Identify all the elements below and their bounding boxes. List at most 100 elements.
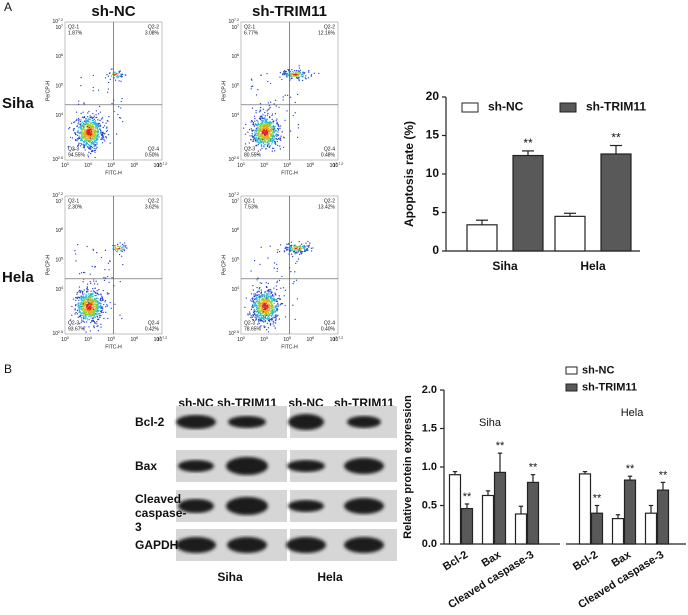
x-axis-label: FITC-H	[281, 170, 298, 176]
event-dot	[85, 135, 87, 137]
event-dot	[87, 308, 90, 310]
event-dot	[116, 250, 118, 253]
event-dot	[255, 123, 257, 125]
event-dot	[90, 127, 92, 129]
event-dot	[108, 115, 110, 118]
event-dot	[110, 75, 113, 77]
event-dot	[313, 72, 315, 74]
tick-exp: 6	[312, 162, 314, 166]
event-dot	[95, 116, 97, 119]
event-dot	[267, 135, 269, 138]
tick-base: 10	[231, 287, 237, 293]
event-dot	[257, 277, 259, 279]
event-dot	[80, 306, 83, 308]
tick-base: 10	[228, 157, 234, 163]
event-dot	[94, 313, 96, 315]
event-dot	[271, 291, 273, 293]
event-dot	[87, 129, 89, 131]
event-dot	[118, 80, 120, 82]
event-dot	[93, 121, 95, 123]
event-dot	[267, 80, 269, 83]
quadrant-name: Q2-3	[68, 320, 79, 326]
event-dot	[69, 136, 72, 139]
event-dot	[286, 249, 288, 251]
event-dot	[258, 137, 260, 140]
event-dot	[265, 314, 268, 317]
event-dot	[120, 75, 123, 77]
event-dot	[83, 141, 85, 143]
event-dot	[100, 306, 103, 308]
event-dot	[106, 126, 108, 128]
event-dot	[81, 296, 83, 298]
event-dot	[271, 136, 273, 138]
event-dot	[255, 136, 257, 139]
event-dot	[92, 125, 95, 128]
event-dot	[87, 293, 90, 295]
event-dot	[78, 315, 81, 318]
event-dot	[267, 102, 269, 104]
event-dot	[283, 73, 285, 76]
event-dot	[252, 129, 254, 131]
event-dot	[296, 73, 298, 76]
event-dot	[250, 138, 252, 141]
event-dot	[273, 139, 275, 142]
quadrant-percent: 7.53%	[244, 204, 259, 210]
event-dot	[88, 110, 90, 113]
event-dot	[99, 128, 101, 130]
event-dot	[98, 136, 100, 139]
event-dot	[91, 265, 93, 268]
quadrant-percent: 2.30%	[68, 204, 83, 210]
event-dot	[276, 138, 278, 141]
event-dot	[113, 248, 115, 251]
event-dot	[266, 138, 269, 140]
event-dot	[253, 302, 255, 305]
event-dot	[89, 139, 92, 142]
event-dot	[297, 124, 300, 126]
event-dot	[270, 292, 272, 294]
event-dot	[307, 240, 309, 243]
event-dot	[83, 313, 85, 315]
event-dot	[83, 134, 86, 136]
event-dot	[267, 282, 270, 285]
event-dot	[258, 290, 260, 292]
event-dot	[102, 308, 104, 310]
event-dot	[265, 131, 267, 134]
event-dot	[290, 72, 293, 75]
bar	[460, 507, 474, 545]
event-dot	[100, 129, 102, 132]
event-dot	[91, 116, 93, 118]
event-dot	[80, 128, 82, 131]
event-dot	[255, 297, 257, 299]
event-dot	[95, 137, 98, 139]
event-dot	[310, 250, 313, 252]
event-dot	[277, 144, 279, 147]
event-dot	[255, 317, 257, 319]
column-header: sh-TRIM11	[252, 3, 327, 20]
event-dot	[272, 315, 275, 317]
event-dot	[90, 147, 92, 149]
event-dot	[88, 126, 90, 128]
event-dot	[279, 127, 281, 130]
event-dot	[310, 247, 313, 249]
event-dot	[78, 299, 80, 301]
event-dot	[97, 113, 100, 115]
event-dot	[268, 143, 270, 145]
event-dot	[84, 149, 86, 151]
event-dot	[257, 144, 259, 146]
event-dot	[264, 307, 267, 309]
event-dot	[299, 246, 301, 248]
event-dot	[122, 263, 124, 266]
significance-mark: **	[463, 491, 472, 503]
event-dot	[121, 243, 124, 246]
event-dot	[95, 127, 97, 129]
event-dot	[304, 246, 306, 248]
event-dot	[267, 315, 269, 318]
event-dot	[119, 74, 121, 77]
event-dot	[292, 114, 294, 117]
event-dot	[269, 126, 272, 129]
event-dot	[296, 298, 299, 300]
event-dot	[257, 302, 259, 304]
event-dot	[279, 148, 282, 150]
event-dot	[275, 322, 277, 324]
event-dot	[269, 140, 271, 142]
